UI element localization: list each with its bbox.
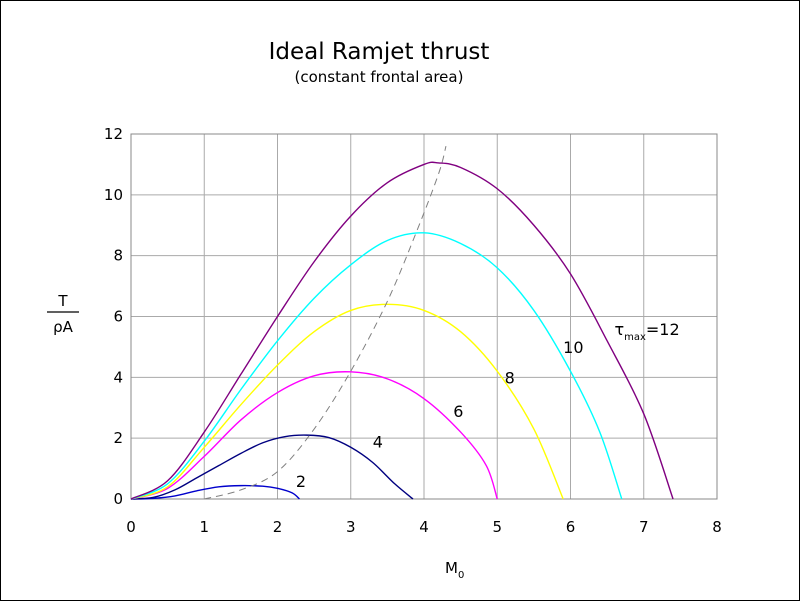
series-line: [130, 484, 300, 500]
x-tick-label: 1: [199, 518, 209, 536]
curve-label: τmax=12: [614, 320, 679, 343]
x-axis-label-main: M: [445, 559, 458, 577]
curve-label: 4: [373, 432, 383, 451]
x-tick-label: 2: [273, 518, 283, 536]
chart-title: Ideal Ramjet thrust: [269, 39, 490, 65]
x-tick-label: 5: [492, 518, 502, 536]
x-tick-label: 3: [346, 518, 356, 536]
grid: [130, 133, 718, 500]
y-tick-label: 2: [113, 429, 123, 447]
curve-label: 2: [296, 472, 306, 491]
y-tick-labels: 0 2 4 6 8 10 12: [104, 125, 123, 508]
plot-border: [130, 133, 718, 500]
y-tick-label: 6: [113, 308, 123, 326]
curve-label: 8: [505, 368, 515, 387]
series-lines: [130, 146, 674, 500]
x-tick-label: 0: [126, 518, 136, 536]
curve-label: 6: [453, 402, 463, 421]
x-axis-label: M0: [445, 559, 464, 581]
y-tick-label: 10: [104, 186, 123, 204]
series-line: [130, 434, 414, 500]
y-axis-label-denominator: ρA: [53, 318, 74, 336]
x-tick-label: 8: [712, 518, 722, 536]
x-tick-label: 7: [639, 518, 649, 536]
y-tick-label: 8: [113, 247, 123, 265]
series-line: [130, 161, 674, 500]
y-tick-label: 0: [113, 490, 123, 508]
curve-label: 10: [563, 338, 583, 357]
series-line: [130, 371, 498, 500]
chart-subtitle: (constant frontal area): [295, 68, 464, 86]
x-axis-label-subscript: 0: [458, 570, 464, 581]
curve-labels: 2 4 6 8 10 τmax=12: [296, 320, 680, 491]
series-line: [130, 303, 564, 500]
y-tick-label: 12: [104, 125, 123, 143]
y-tick-label: 4: [113, 368, 123, 386]
y-axis-label-numerator: T: [57, 292, 68, 310]
x-tick-labels: 0 1 2 3 4 5 6 7 8: [126, 518, 722, 536]
x-tick-label: 4: [419, 518, 429, 536]
x-tick-label: 6: [566, 518, 576, 536]
series-line: [130, 232, 623, 500]
series-line: [204, 146, 447, 500]
